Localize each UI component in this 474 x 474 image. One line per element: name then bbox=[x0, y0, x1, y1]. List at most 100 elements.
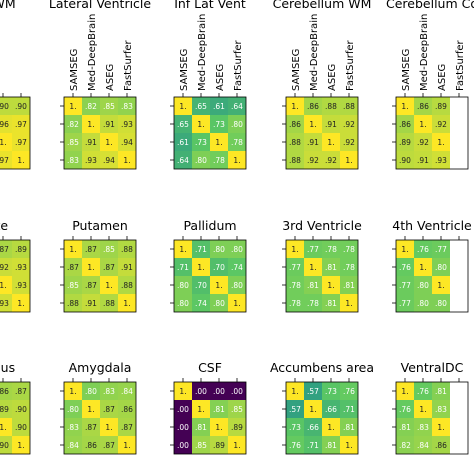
heatmap-cell bbox=[210, 276, 228, 294]
cell-value-label: .94 bbox=[121, 138, 133, 147]
cell-value-label: .74 bbox=[195, 299, 207, 308]
cell-value-label: .83 bbox=[417, 423, 429, 432]
cell-value-label: .00 bbox=[195, 387, 207, 396]
heatmap-cell bbox=[100, 258, 118, 276]
panel-frame bbox=[285, 381, 359, 455]
heatmap-cell bbox=[340, 400, 358, 418]
cell-value-label: .83 bbox=[435, 405, 447, 414]
panel: ampus .86 .87 .89 .90 1. .90 .90 1. bbox=[0, 360, 31, 455]
panel-title: 3rd Ventricle bbox=[282, 218, 362, 233]
heatmap-cell bbox=[414, 382, 432, 400]
heatmap-cell bbox=[82, 151, 100, 169]
cell-value-label: .87 bbox=[103, 441, 115, 450]
cell-value-label: .78 bbox=[325, 245, 337, 254]
cell-value-label: .80 bbox=[417, 281, 429, 290]
heatmap-cell bbox=[0, 97, 12, 115]
heatmap-cell bbox=[12, 294, 30, 312]
heatmap-cell bbox=[82, 436, 100, 454]
cell-value-label: .89 bbox=[0, 405, 9, 414]
panel: Cerebellum Co 1. .86 .89 .86 1. .92 .89 .92 1. .90… bbox=[386, 0, 474, 170]
heatmap-cell bbox=[118, 258, 136, 276]
cell-value-label: .65 bbox=[177, 120, 189, 129]
cell-value-label: .80 bbox=[231, 281, 243, 290]
cell-value-label: .88 bbox=[67, 299, 79, 308]
heatmap-cell bbox=[0, 240, 12, 258]
heatmap-cell bbox=[174, 115, 192, 133]
heatmap-cell bbox=[210, 418, 228, 436]
cell-value-label: 1. bbox=[215, 423, 222, 432]
heatmap-cell bbox=[286, 400, 304, 418]
cell-value-label: .86 bbox=[435, 441, 447, 450]
panel-frame bbox=[0, 239, 31, 313]
heatmap-cell bbox=[228, 294, 246, 312]
heatmap-cell bbox=[304, 382, 322, 400]
method-label: ASEG bbox=[327, 64, 338, 91]
panel-title: Amygdala bbox=[69, 360, 132, 375]
heatmap-cell bbox=[118, 133, 136, 151]
method-label: ASEG bbox=[215, 64, 226, 91]
heatmap-cell bbox=[340, 240, 358, 258]
cell-value-label: .66 bbox=[307, 423, 319, 432]
heatmap-cell bbox=[0, 258, 12, 276]
cell-value-label: .93 bbox=[15, 281, 27, 290]
heatmap-cell bbox=[286, 294, 304, 312]
cell-value-label: .81 bbox=[435, 387, 447, 396]
heatmap-cell bbox=[396, 418, 414, 436]
heatmap-cell bbox=[0, 436, 12, 454]
heatmap-cell bbox=[118, 115, 136, 133]
cell-value-label: .76 bbox=[399, 263, 411, 272]
cell-value-label: .76 bbox=[343, 387, 355, 396]
cell-value-label: 1. bbox=[419, 263, 426, 272]
cell-value-label: .77 bbox=[435, 245, 447, 254]
cell-value-label: .85 bbox=[103, 245, 115, 254]
panel-frame bbox=[285, 239, 359, 313]
cell-value-label: 1. bbox=[291, 245, 298, 254]
cell-value-label: .84 bbox=[417, 441, 429, 450]
heatmap-cell bbox=[322, 151, 340, 169]
cell-value-label: 1. bbox=[215, 281, 222, 290]
cell-value-label: .82 bbox=[67, 120, 79, 129]
cell-value-label: .92 bbox=[435, 120, 447, 129]
heatmap-cell bbox=[414, 400, 432, 418]
heatmap-cell bbox=[322, 133, 340, 151]
method-label: SAMSEG bbox=[69, 49, 80, 91]
heatmap-cell bbox=[192, 258, 210, 276]
heatmap-cell bbox=[286, 133, 304, 151]
cell-value-label: .85 bbox=[67, 138, 79, 147]
heatmap-cell bbox=[174, 294, 192, 312]
cell-value-label: .93 bbox=[85, 156, 97, 165]
heatmap-cell bbox=[82, 294, 100, 312]
cell-value-label: .88 bbox=[343, 102, 355, 111]
heatmap-cell bbox=[118, 382, 136, 400]
cell-value-label: .66 bbox=[325, 405, 337, 414]
heatmap-cell bbox=[304, 115, 322, 133]
panel-title: date bbox=[0, 218, 8, 233]
heatmap-cell bbox=[12, 382, 30, 400]
heatmap-cell bbox=[174, 418, 192, 436]
cell-value-label: 1. bbox=[197, 263, 204, 272]
heatmap-cell bbox=[286, 240, 304, 258]
heatmap-cell bbox=[12, 418, 30, 436]
heatmap-cell bbox=[174, 97, 192, 115]
heatmap-cell bbox=[322, 382, 340, 400]
cell-value-label: .97 bbox=[0, 156, 9, 165]
heatmap-cell bbox=[340, 97, 358, 115]
cell-value-label: 1. bbox=[233, 299, 240, 308]
cell-value-label: 1. bbox=[0, 281, 7, 290]
heatmap-cell bbox=[192, 133, 210, 151]
heatmap-cell bbox=[322, 400, 340, 418]
heatmap-cell bbox=[0, 382, 12, 400]
cell-value-label: .78 bbox=[213, 156, 225, 165]
panel-title: ral WM bbox=[0, 0, 16, 11]
heatmap-cell bbox=[396, 400, 414, 418]
heatmap-cell bbox=[228, 382, 246, 400]
cell-value-label: .89 bbox=[231, 423, 243, 432]
heatmap-cell bbox=[192, 400, 210, 418]
heatmap-cell bbox=[0, 400, 12, 418]
heatmap-cell bbox=[396, 276, 414, 294]
cell-value-label: 1. bbox=[197, 120, 204, 129]
cell-value-label: .93 bbox=[435, 156, 447, 165]
heatmap-cell bbox=[210, 436, 228, 454]
cell-value-label: .87 bbox=[67, 263, 79, 272]
heatmap-cell bbox=[432, 294, 450, 312]
